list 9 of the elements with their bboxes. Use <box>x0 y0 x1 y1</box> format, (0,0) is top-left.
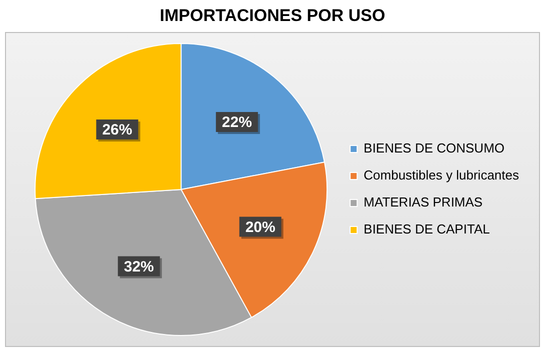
legend-label: Combustibles y lubricantes <box>364 168 520 183</box>
legend-label: BIENES DE CONSUMO <box>364 140 505 156</box>
data-label: 22% <box>222 114 252 132</box>
data-label: 32% <box>124 258 154 276</box>
legend-label: MATERIAS PRIMAS <box>364 194 483 210</box>
legend-label: BIENES DE CAPITAL <box>364 222 490 237</box>
data-label: 26% <box>102 122 132 139</box>
data-label: 20% <box>245 218 276 236</box>
chart-title: IMPORTACIONES POR USO <box>158 6 386 26</box>
